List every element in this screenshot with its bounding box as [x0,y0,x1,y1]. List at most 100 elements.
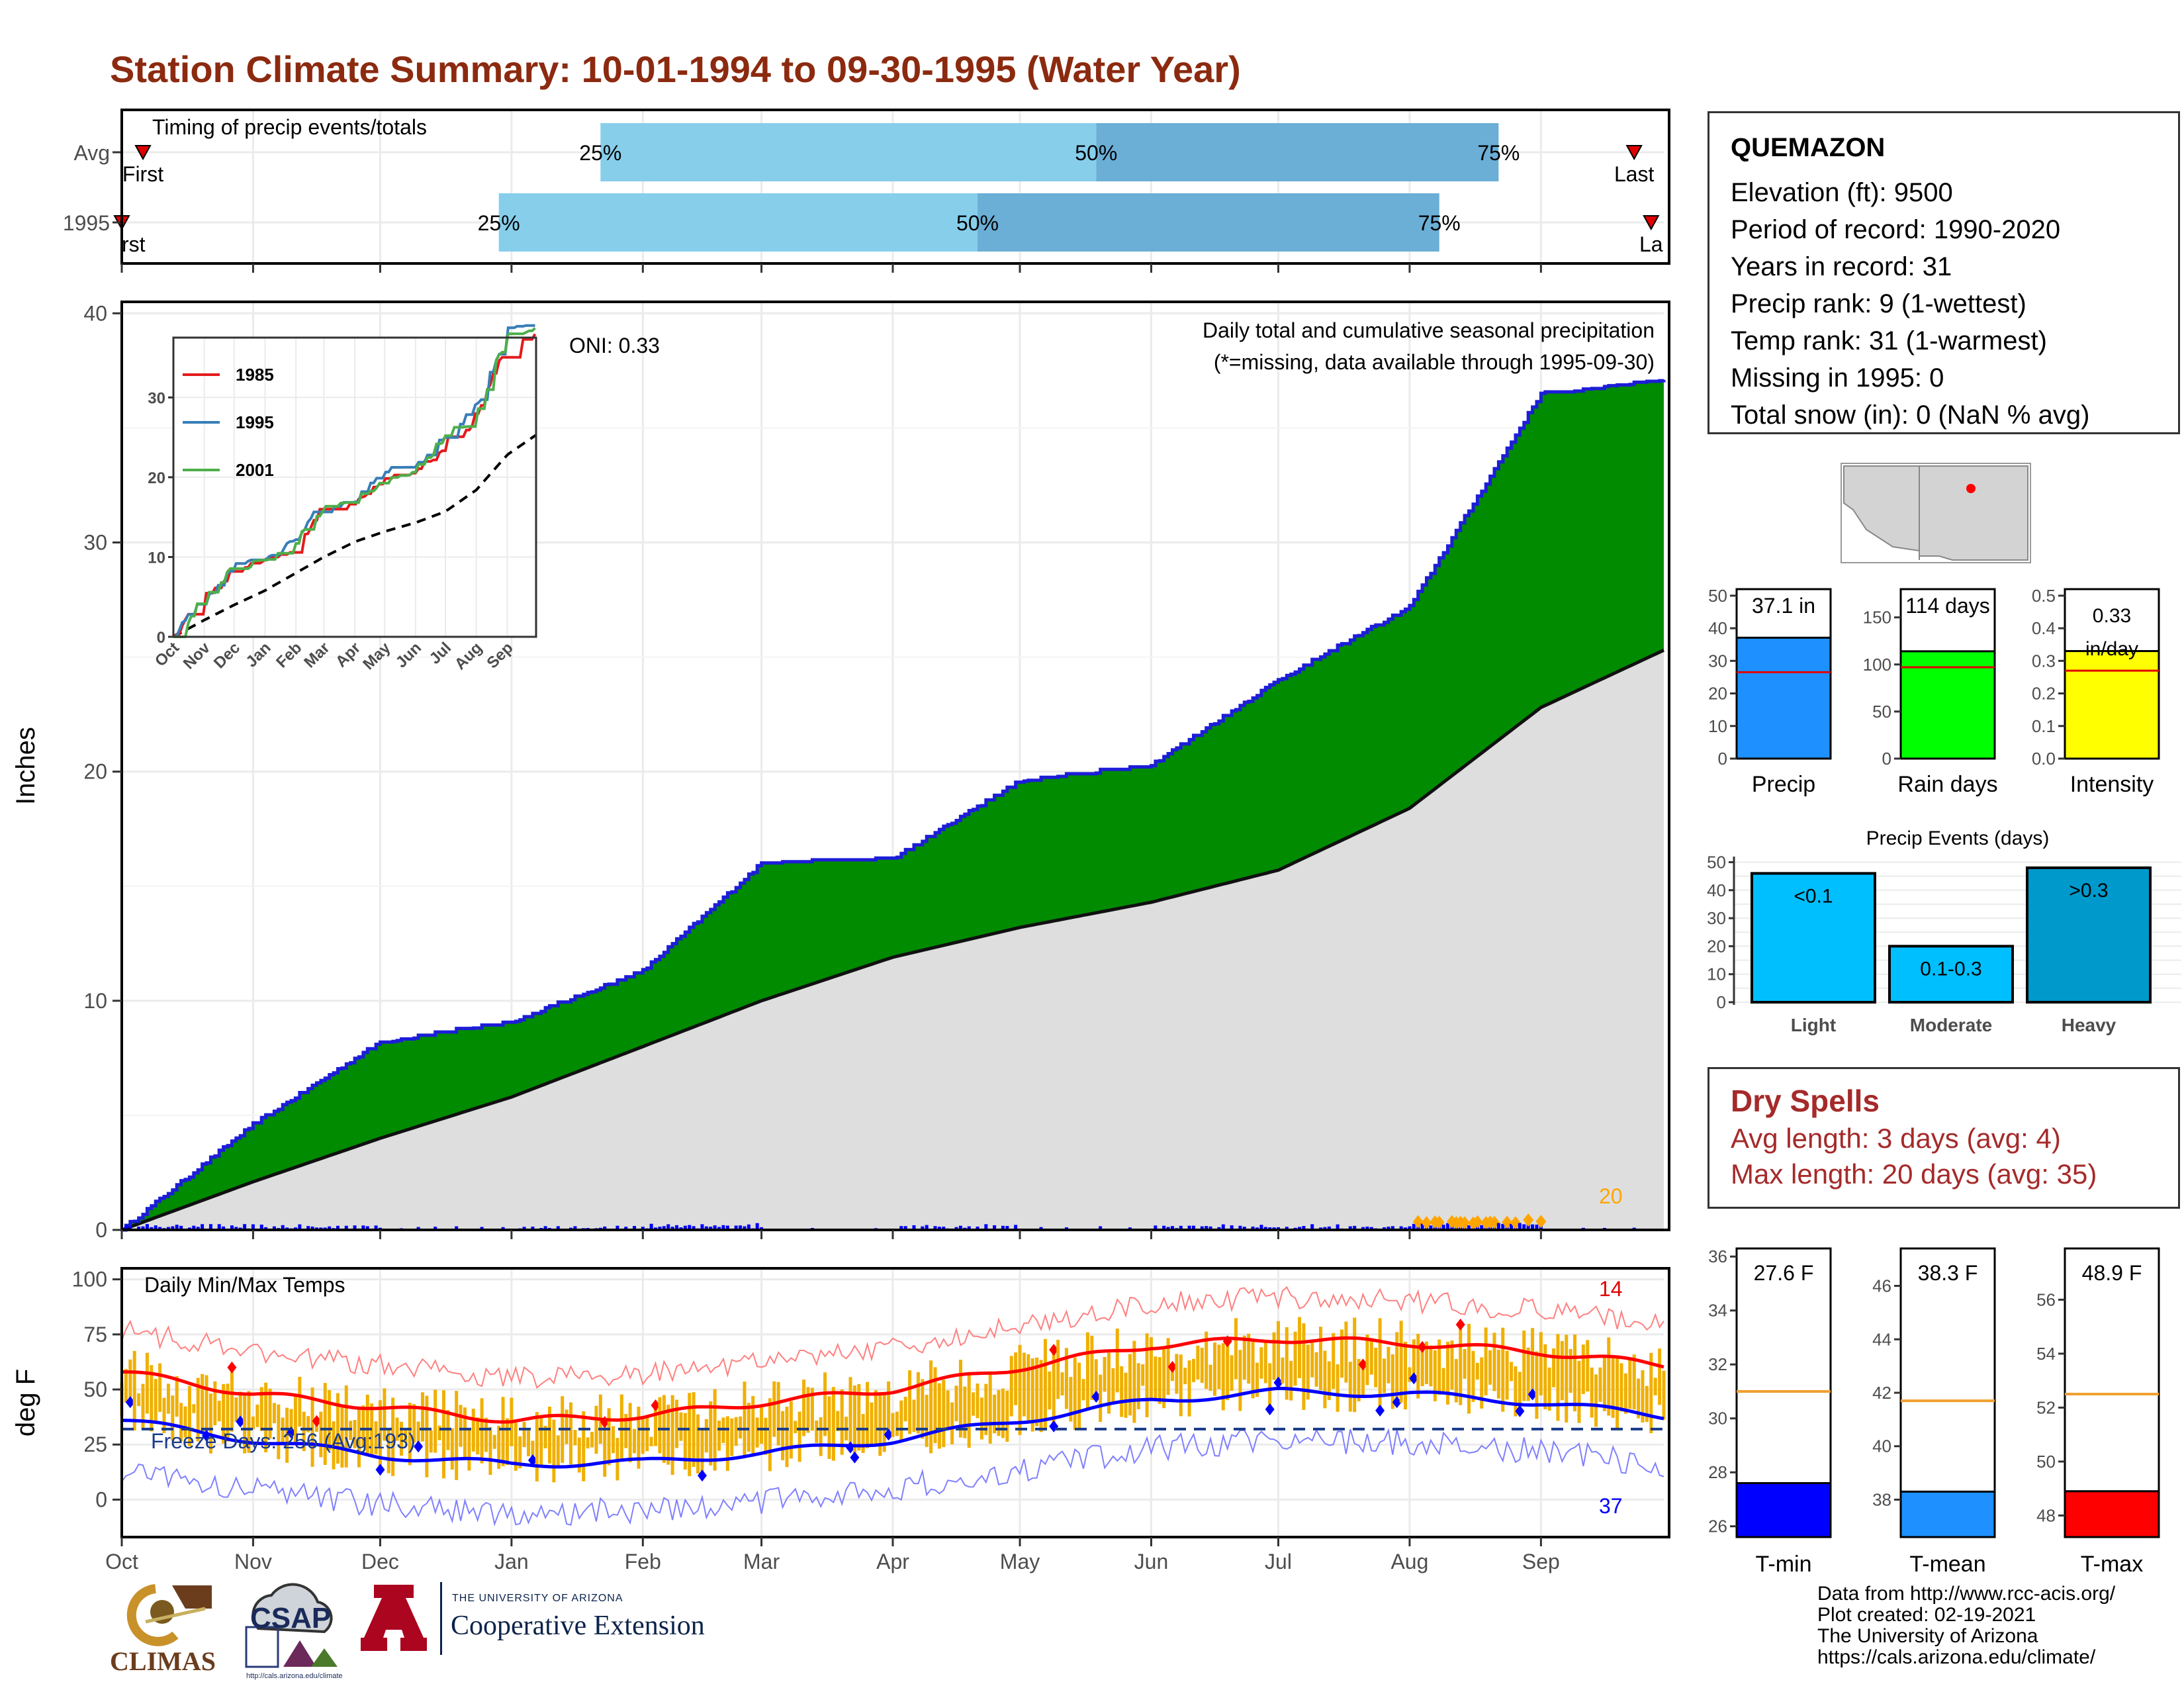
daily-temp-range-bar [183,1406,187,1438]
month-label: Dec [361,1550,399,1573]
ua-logo: THE UNIVERSITY OF ARIZONA Cooperative Ex… [361,1582,758,1668]
daily-temp-range-bar [230,1367,234,1432]
daily-temp-range-bar [1365,1335,1369,1385]
daily-temp-range-bar [903,1397,907,1422]
daily-temp-range-bar [988,1372,992,1444]
summary-ytick-label: 100 [1863,655,1891,675]
daily-temp-range-bar [514,1423,518,1471]
daily-temp-range-bar [293,1397,297,1443]
daily-temp-range-bar [420,1392,424,1442]
daily-temp-range-bar [497,1425,501,1469]
timing-bar-25-50 [600,123,1097,181]
daily-temp-range-bar [1183,1368,1187,1385]
daily-temp-range-bar [1035,1357,1039,1427]
daily-temp-range-bar [1632,1354,1636,1410]
daily-precip-bar [1302,1226,1306,1230]
temp-bar [1735,1482,1832,1538]
temp-ylabel: deg F [11,1369,40,1436]
inset-border [172,336,537,638]
daily-temp-range-bar [1658,1348,1662,1405]
inset-month-label: Jan [242,639,274,671]
daily-temp-range-bar [1623,1373,1627,1414]
daily-precip-bar [1412,1223,1416,1230]
daily-precip-bar [543,1226,547,1230]
daily-temp-range-bar [776,1382,780,1446]
daily-precip-bar [201,1224,205,1230]
daily-temp-range-bar [937,1383,941,1449]
daily-precip-bar [993,1225,997,1230]
daily-temp-range-bar [255,1404,259,1427]
precip-panel: 0 10 20 30 40 Inches Daily total and cumulativ… [11,301,1670,1242]
daily-temp-range-bar [565,1409,569,1444]
daily-temp-range-bar [1001,1388,1005,1438]
daily-temp-range-bar [586,1437,590,1449]
temp-bar-ytick-label: 42 [1872,1383,1891,1403]
daily-precip-bar [1429,1225,1433,1230]
daily-precip-bar [259,1224,263,1230]
daily-temp-range-bar [836,1411,840,1431]
daily-temp-range-bar [463,1407,467,1458]
daily-temp-range-bar [222,1383,226,1444]
record-low-marker [1515,1405,1525,1417]
daily-temp-range-bar [823,1372,827,1436]
daily-precip-bar [230,1225,234,1230]
summary-ytick-label: 0.1 [2032,716,2056,736]
daily-temp-range-bar [1611,1357,1615,1418]
daily-temp-range-bar [802,1380,806,1436]
record-low-marker [698,1470,707,1482]
precip-ytick-label: 0 [95,1218,107,1242]
record-low-marker [414,1440,424,1453]
daily-temp-range-bar [1526,1347,1530,1401]
summary-ytick-label: 0 [1882,749,1891,769]
daily-temp-range-bar [1332,1333,1336,1389]
daily-temp-range-bar [1361,1364,1365,1397]
daily-temp-range-bar [1230,1355,1234,1391]
inset-legend-label: 1995 [236,412,274,432]
daily-temp-range-bar [243,1393,247,1454]
daily-temp-range-bar [582,1411,586,1481]
temp-bar-ytick-label: 44 [1872,1329,1891,1349]
daily-temp-range-bar [1348,1362,1352,1412]
record-low-marker [1527,1388,1537,1401]
event-bar [2026,866,2152,1004]
temp-bar-ytick-label: 56 [2036,1289,2056,1309]
daily-temp-range-bar [972,1392,976,1416]
csap-logo: CSAP http://cals.arizona.edu/climate [232,1575,351,1685]
summary-ytick-label: 0.3 [2032,651,2056,671]
daily-temp-range-bar [794,1421,797,1434]
daily-temp-range-bar [383,1388,387,1441]
summary-ytick-label: 20 [1708,684,1727,704]
daily-temp-range-bar [772,1381,776,1437]
daily-temp-range-bar [259,1387,263,1431]
daily-temp-range-bar [1069,1377,1073,1422]
inset-month-label: Feb [273,639,305,671]
daily-precip-bar [264,1227,268,1230]
daily-temp-range-bar [1390,1354,1394,1409]
daily-temp-range-bar [607,1408,611,1466]
credit-line: The University of Arizona [1817,1625,2038,1647]
daily-temp-range-bar [785,1407,789,1468]
first-event-label: rst [122,232,146,256]
summary-ytick-label: 0.5 [2032,586,2056,606]
daily-temp-range-bar [967,1374,971,1448]
daily-temp-range-bar [1641,1370,1645,1423]
ua-logo-top: THE UNIVERSITY OF ARIZONA [452,1593,623,1604]
daily-temp-range-bar [1336,1364,1340,1412]
daily-precip-bar [1179,1225,1183,1230]
record-high-marker [1049,1344,1059,1356]
climas-logo: CLIMAS [106,1575,225,1685]
daily-temp-range-bar [827,1396,831,1459]
timing-p25-label: 25% [579,141,621,165]
station-temp-rank: Temp rank: 31 (1-warmest) [1731,326,2047,355]
daily-temp-range-bar [1085,1332,1089,1409]
daily-temp-range-bar [310,1387,314,1467]
daily-temp-range-bar [1014,1352,1018,1405]
daily-precip-bar [1518,1223,1522,1230]
daily-temp-range-bar [933,1367,937,1444]
daily-precip-bar [967,1226,971,1230]
daily-temp-range-bar [234,1397,238,1422]
daily-temp-range-bar [272,1403,276,1424]
daily-precip-bar [675,1225,679,1230]
daily-temp-range-bar [1030,1358,1034,1432]
daily-temp-range-bar [141,1383,145,1430]
